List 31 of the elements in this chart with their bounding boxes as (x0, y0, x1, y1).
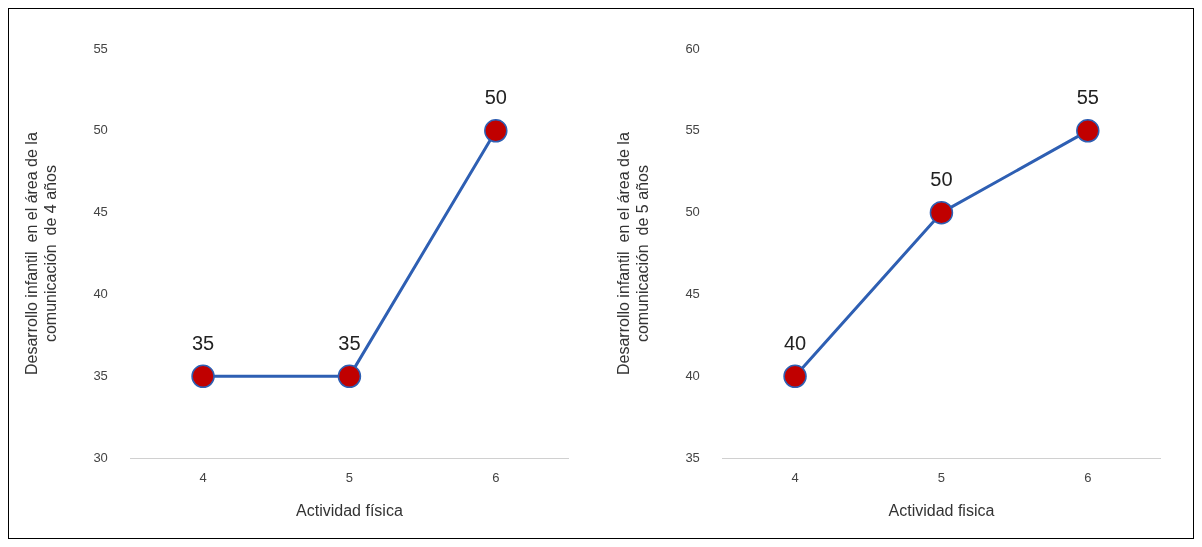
y-tick-label: 35 (93, 367, 108, 383)
y-axis-title: Desarrollo infantil en el área de la comunicación de 4 años (23, 132, 60, 376)
x-tick-label: 4 (791, 469, 799, 485)
point (1076, 119, 1100, 143)
x-tick-label: 6 (492, 469, 500, 485)
data-label: 55 (1076, 86, 1099, 109)
x-tick-label: 4 (199, 469, 207, 485)
y-axis-title: Desarrollo infantil en el área de la comunicación de 5 años (615, 132, 652, 376)
y-tick-label: 45 (93, 204, 108, 220)
x-axis-title: Actividad fisica (888, 501, 995, 519)
x-tick-label: 5 (937, 469, 946, 485)
x-axis-title: Actividad física (296, 501, 403, 519)
x-tick-label: 5 (345, 469, 354, 485)
x-tick-label: 6 (1084, 469, 1092, 485)
y-tick-label: 55 (93, 40, 108, 56)
data-label: 35 (338, 331, 361, 354)
y-tick-label: 35 (685, 449, 700, 465)
data-label: 40 (783, 331, 807, 354)
y-tick-label: 40 (685, 367, 700, 383)
y-tick-label: 40 (93, 286, 108, 302)
y-tick-label: 50 (93, 122, 108, 138)
data-label: 50 (484, 86, 507, 109)
y-tick-label: 55 (685, 122, 700, 138)
point (929, 200, 954, 225)
y-tick-label: 45 (685, 286, 700, 302)
y-tick-label: 60 (685, 40, 700, 56)
data-label: 50 (930, 168, 953, 191)
y-tick-label: 50 (685, 204, 700, 220)
data-label: 35 (191, 331, 215, 354)
y-tick-label: 30 (93, 449, 108, 465)
point (783, 364, 807, 389)
